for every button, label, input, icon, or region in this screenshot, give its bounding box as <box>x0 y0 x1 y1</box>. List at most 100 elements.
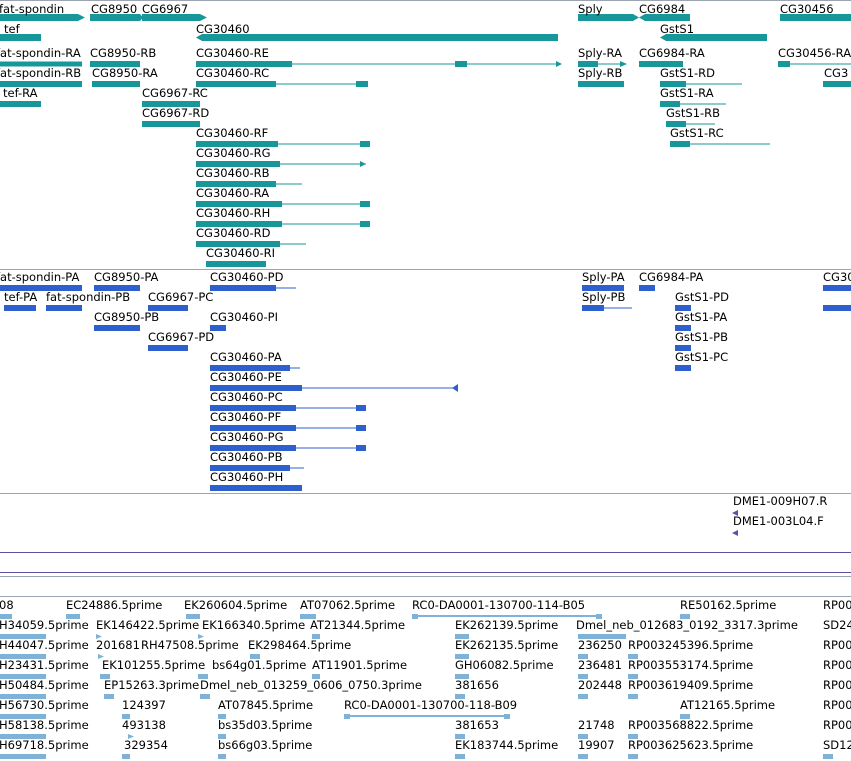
transcript-label[interactable]: CG30460-RG <box>196 146 271 160</box>
est-label[interactable]: H56730.5prime <box>0 698 89 712</box>
transcript-label[interactable]: CG6967-RC <box>142 86 208 100</box>
transcript-label[interactable]: CG30460-RA <box>196 186 270 200</box>
protein-label[interactable]: Sply-PB <box>582 290 626 304</box>
est-label[interactable]: EC24886.5prime <box>66 598 163 612</box>
protein-label[interactable]: CG30460-PE <box>210 370 282 384</box>
gene-label-cg30460[interactable]: CG30460 <box>196 22 250 36</box>
est-label[interactable]: RP003625623.5prime <box>628 738 754 752</box>
est-label[interactable]: EK262135.5prime <box>455 638 559 652</box>
transcript-label[interactable]: CG30460-RI <box>206 246 276 260</box>
est-label[interactable]: EK262139.5prime <box>455 618 559 632</box>
transcript-label[interactable]: CG30460-RC <box>196 66 270 80</box>
protein-glyphs[interactable] <box>0 0 851 492</box>
est-label[interactable]: 381656 <box>455 678 499 692</box>
est-label[interactable]: 329354 <box>124 738 168 752</box>
est-label[interactable]: Dmel_neb_013259_0606_0750.3prime <box>200 678 422 692</box>
transcript-label[interactable]: fat-spondin-RA <box>0 46 81 60</box>
est-label[interactable]: AT12165.5prime <box>680 698 776 712</box>
clone-glyphs[interactable] <box>0 0 851 540</box>
gene-label-sply[interactable]: Sply <box>578 2 603 16</box>
est-label[interactable]: RP003245396.5prime <box>628 638 754 652</box>
est-label[interactable]: SD24 <box>823 618 851 632</box>
gene-label-cg6967[interactable]: CG6967 <box>142 2 189 16</box>
est-label[interactable]: H34059.5prime <box>0 618 89 632</box>
transcript-label[interactable]: tef-RA <box>3 86 38 100</box>
transcript-label[interactable]: CG30460-RF <box>196 126 269 140</box>
est-label[interactable]: 21748 <box>578 718 615 732</box>
gene-label-fat-spondin[interactable]: fat-spondin <box>0 2 65 16</box>
protein-label[interactable]: GstS1-PC <box>675 350 729 364</box>
est-label[interactable]: GH06082.5prime <box>455 658 554 672</box>
transcript-label[interactable]: CG6967-RD <box>142 106 210 120</box>
est-label[interactable]: SD12 <box>823 738 851 752</box>
gene-glyphs[interactable] <box>0 0 851 48</box>
protein-label[interactable]: CG30460-PC <box>210 390 283 404</box>
protein-label[interactable]: CG30460-PF <box>210 410 282 424</box>
est-label[interactable]: RP00 <box>823 638 851 652</box>
est-label[interactable]: bs64g01.5prime <box>212 658 307 672</box>
est-label[interactable]: EK298464.5prime <box>248 638 352 652</box>
transcript-label[interactable]: Sply-RB <box>578 66 623 80</box>
protein-label[interactable]: CG30 <box>823 270 851 284</box>
protein-label[interactable]: CG30460-PI <box>210 310 279 324</box>
protein-label[interactable]: CG8950-PA <box>94 270 159 284</box>
est-label[interactable]: RP003619409.5prime <box>628 678 754 692</box>
clone-label[interactable]: DME1-009H07.R <box>733 494 828 508</box>
est-label[interactable]: bs66g03.5prime <box>218 738 313 752</box>
est-label[interactable]: 202448 <box>578 678 622 692</box>
protein-label[interactable]: Sply-PA <box>582 270 625 284</box>
protein-label[interactable]: GstS1-PB <box>675 330 729 344</box>
transcript-label[interactable]: Sply-RA <box>578 46 622 60</box>
est-label[interactable]: AT11901.5prime <box>312 658 408 672</box>
est-label[interactable]: EK260604.5prime <box>184 598 288 612</box>
transcript-label[interactable]: CG30460-RE <box>196 46 269 60</box>
est-label[interactable]: EK146422.5prime <box>96 618 200 632</box>
est-label[interactable]: RP00 <box>823 658 851 672</box>
est-label[interactable]: EP15263.3prime <box>104 678 200 692</box>
est-label[interactable]: 493138 <box>122 718 166 732</box>
transcript-label[interactable]: CG30460-RH <box>196 206 271 220</box>
protein-label[interactable]: CG30460-PA <box>210 350 282 364</box>
est-label[interactable]: RH47508.5prime <box>141 638 239 652</box>
est-label[interactable]: 124397 <box>122 698 166 712</box>
est-label[interactable]: AT21344.5prime <box>310 618 406 632</box>
transcript-label[interactable]: GstS1-RB <box>666 106 721 120</box>
est-label[interactable]: RP00 <box>823 698 851 712</box>
est-label[interactable]: RP003553174.5prime <box>628 658 754 672</box>
gene-label-cg6984[interactable]: CG6984 <box>639 2 686 16</box>
transcript-label[interactable]: GstS1-RC <box>670 126 724 140</box>
est-label[interactable]: bs35d03.5prime <box>218 718 313 732</box>
protein-label[interactable]: CG30460-PD <box>210 270 284 284</box>
est-label[interactable]: H23431.5prime <box>0 658 89 672</box>
est-label[interactable]: RP00 <box>823 718 851 732</box>
gene-label-cg30456[interactable]: CG30456 <box>780 2 834 16</box>
protein-label[interactable]: GstS1-PD <box>675 290 729 304</box>
est-label[interactable]: AT07845.5prime <box>218 698 314 712</box>
gene-label-gsts1[interactable]: GstS1 <box>660 22 695 36</box>
est-label[interactable]: 08 <box>0 598 14 612</box>
gene-label-tef[interactable]: tef <box>4 22 20 36</box>
est-label[interactable]: RP00 <box>823 598 851 612</box>
transcript-label[interactable]: CG8950-RA <box>92 66 158 80</box>
est-label[interactable]: 201681 <box>96 638 140 652</box>
protein-label[interactable]: tef-PA <box>4 290 38 304</box>
est-label[interactable]: RE50162.5prime <box>680 598 777 612</box>
protein-label[interactable]: fat-spondin-PA <box>0 270 80 284</box>
est-label[interactable]: 381653 <box>455 718 499 732</box>
transcript-label[interactable]: GstS1-RD <box>660 66 716 80</box>
protein-label[interactable]: CG30460-PH <box>210 470 284 484</box>
est-label[interactable]: H69718.5prime <box>0 738 89 752</box>
clone-label[interactable]: DME1-003L04.F <box>733 514 824 528</box>
est-label[interactable]: RC0-DA0001-130700-118-B09 <box>344 698 518 712</box>
transcript-label[interactable]: fat-spondin-RB <box>0 66 82 80</box>
protein-label[interactable]: CG8950-PB <box>94 310 160 324</box>
transcript-glyphs[interactable] <box>0 0 851 270</box>
est-label[interactable]: RC0-DA0001-130700-114-B05 <box>412 598 586 612</box>
transcript-label[interactable]: CG6984-RA <box>639 46 705 60</box>
est-label[interactable]: EK166340.5prime <box>202 618 306 632</box>
transcript-label[interactable]: CG30456-RA <box>778 46 851 60</box>
est-label[interactable]: H44047.5prime <box>0 638 89 652</box>
transcript-label[interactable]: CG3 <box>824 66 849 80</box>
transcript-label[interactable]: CG8950-RB <box>90 46 157 60</box>
